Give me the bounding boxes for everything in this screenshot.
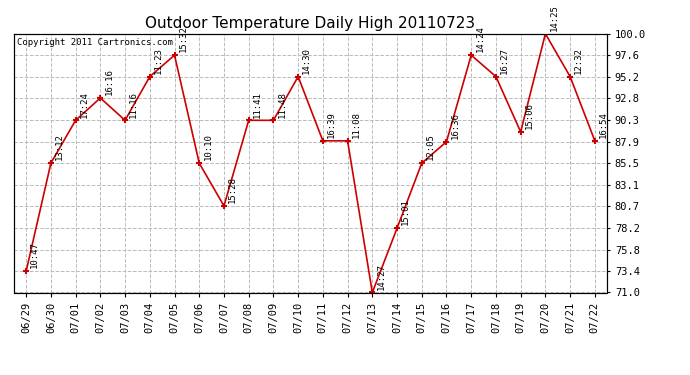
Text: 16:27: 16:27 <box>500 47 509 74</box>
Text: 15:01: 15:01 <box>401 199 410 225</box>
Text: 15:28: 15:28 <box>228 176 237 203</box>
Text: 17:24: 17:24 <box>80 91 89 117</box>
Title: Outdoor Temperature Daily High 20110723: Outdoor Temperature Daily High 20110723 <box>146 16 475 31</box>
Text: 12:05: 12:05 <box>426 134 435 160</box>
Text: 13:12: 13:12 <box>55 134 64 160</box>
Text: 10:10: 10:10 <box>204 134 213 160</box>
Text: 14:27: 14:27 <box>377 263 386 290</box>
Text: 15:32: 15:32 <box>179 26 188 53</box>
Text: 11:48: 11:48 <box>277 91 286 117</box>
Text: 11:16: 11:16 <box>129 91 138 117</box>
Text: 14:24: 14:24 <box>475 26 484 53</box>
Text: 16:39: 16:39 <box>327 111 336 138</box>
Text: Copyright 2011 Cartronics.com: Copyright 2011 Cartronics.com <box>17 38 172 46</box>
Text: 16:54: 16:54 <box>599 111 608 138</box>
Text: 11:08: 11:08 <box>352 111 361 138</box>
Text: 16:16: 16:16 <box>104 68 113 95</box>
Text: 11:23: 11:23 <box>154 47 163 74</box>
Text: 12:32: 12:32 <box>574 47 583 74</box>
Text: 10:47: 10:47 <box>30 242 39 268</box>
Text: 14:30: 14:30 <box>302 47 311 74</box>
Text: 11:41: 11:41 <box>253 91 262 117</box>
Text: 16:36: 16:36 <box>451 112 460 139</box>
Text: 14:25: 14:25 <box>549 4 558 31</box>
Text: 15:06: 15:06 <box>525 102 534 129</box>
